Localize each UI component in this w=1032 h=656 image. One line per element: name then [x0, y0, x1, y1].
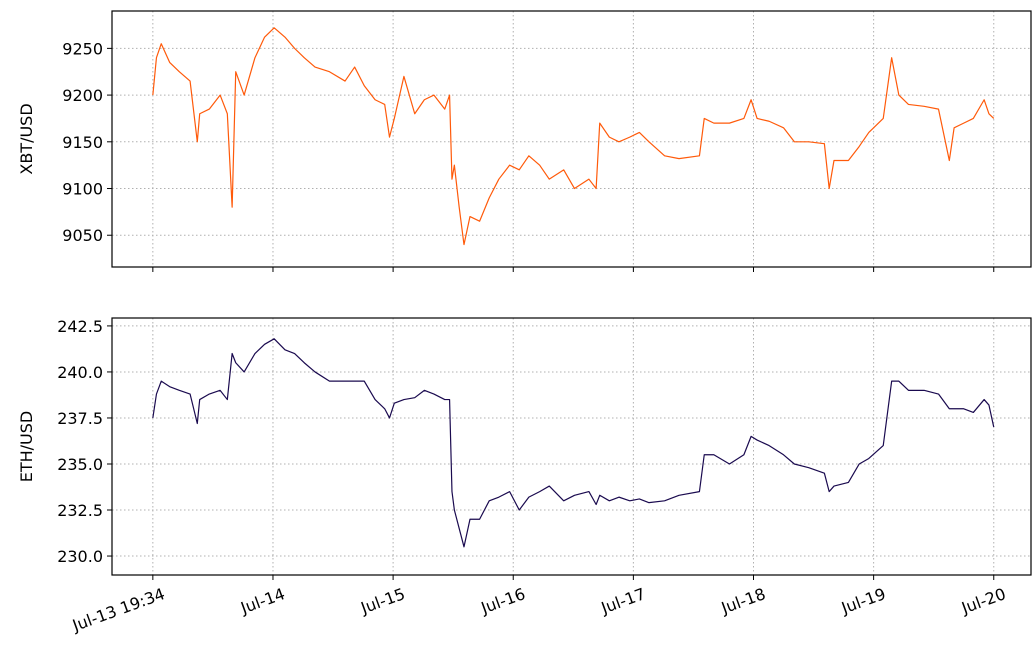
y-axis-label: ETH/USD [17, 411, 36, 483]
axes-frame [111, 10, 1032, 268]
y-tick-label: 9250 [62, 39, 103, 58]
x-tick-label: Jul-13 19:34 [69, 584, 167, 635]
x-tick-label: Jul-16 [478, 584, 528, 618]
y-tick-label: 9100 [62, 180, 103, 199]
y-tick-label: 9200 [62, 86, 103, 105]
price-line [152, 27, 995, 246]
y-axis-label: XBT/USD [17, 103, 36, 174]
price-line [152, 338, 995, 548]
y-tick-label: 230.0 [57, 547, 103, 566]
x-tick-label: Jul-15 [357, 584, 407, 618]
y-tick-label: 240.0 [57, 363, 103, 382]
y-tick-label: 232.5 [57, 501, 103, 520]
y-tick-label: 237.5 [57, 409, 103, 428]
y-tick-label: 9050 [62, 226, 103, 245]
x-tick-label: Jul-14 [237, 584, 287, 618]
y-tick-label: 235.0 [57, 455, 103, 474]
axes-frame [111, 317, 1032, 576]
y-tick-label: 242.5 [57, 317, 103, 336]
x-tick-label: Jul-18 [718, 584, 768, 618]
x-tick-label: Jul-17 [598, 584, 648, 618]
y-tick-label: 9150 [62, 133, 103, 152]
x-tick-label: Jul-20 [958, 584, 1008, 618]
x-tick-label: Jul-19 [838, 584, 888, 618]
